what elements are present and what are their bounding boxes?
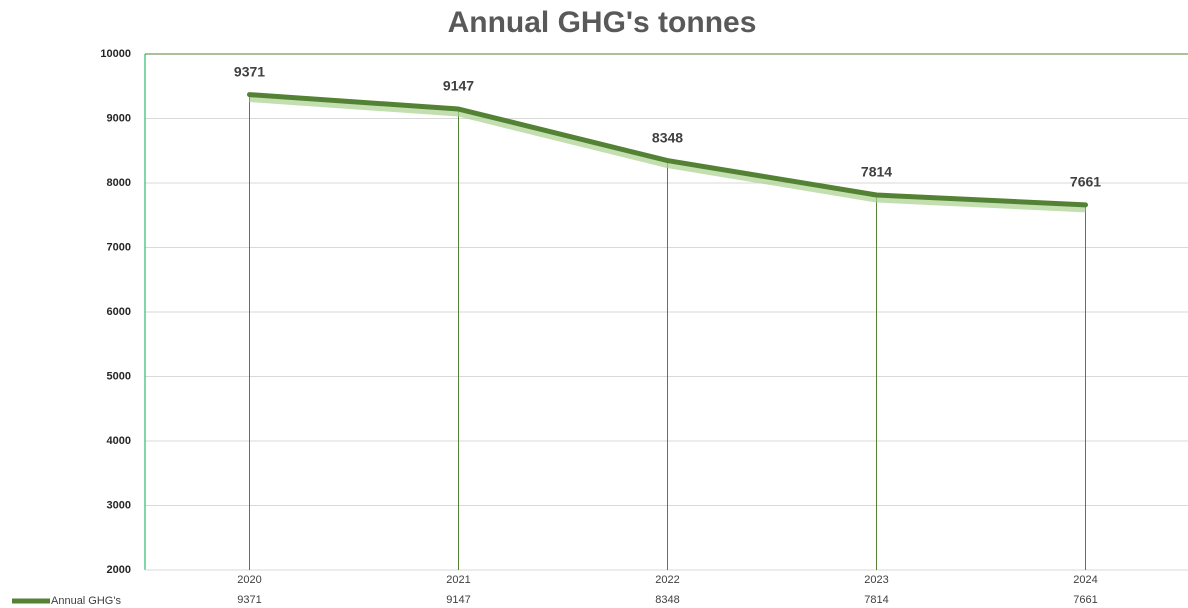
y-tick-label: 7000 xyxy=(107,241,131,253)
table-value: 8348 xyxy=(655,594,679,606)
x-tick-label: 2020 xyxy=(237,574,261,586)
table-value: 9147 xyxy=(446,594,470,606)
y-tick-label: 10000 xyxy=(100,48,131,60)
y-tick-label: 2000 xyxy=(107,564,131,576)
x-tick-label: 2023 xyxy=(864,574,888,586)
chart-title: Annual GHG's tonnes xyxy=(448,6,757,39)
table-value: 7661 xyxy=(1073,594,1097,606)
data-label: 8348 xyxy=(652,129,683,145)
x-tick-label: 2021 xyxy=(446,574,470,586)
legend-label: Annual GHG's xyxy=(51,595,121,607)
y-tick-label: 6000 xyxy=(107,306,131,318)
x-tick-label: 2024 xyxy=(1073,574,1097,586)
y-tick-label: 3000 xyxy=(107,499,131,511)
data-label: 7814 xyxy=(861,164,892,180)
y-tick-label: 5000 xyxy=(107,370,131,382)
y-tick-label: 8000 xyxy=(107,177,131,189)
y-tick-label: 9000 xyxy=(107,112,131,124)
series-line xyxy=(247,92,1088,208)
table-value: 7814 xyxy=(864,594,888,606)
table-value: 9371 xyxy=(237,594,261,606)
x-tick-label: 2022 xyxy=(655,574,679,586)
data-label: 7661 xyxy=(1070,174,1101,190)
data-label: 9147 xyxy=(443,78,474,94)
data-label: 9371 xyxy=(234,63,265,79)
line-shadow xyxy=(249,95,1086,213)
y-tick-label: 4000 xyxy=(107,435,131,447)
